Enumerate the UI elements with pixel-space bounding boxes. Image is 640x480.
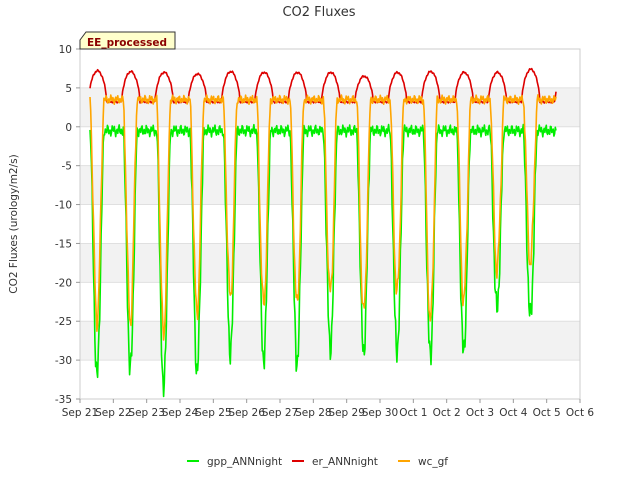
y-tick-label: 5 xyxy=(65,83,72,95)
y-tick-label: -5 xyxy=(62,161,72,173)
x-tick-label: Sep 28 xyxy=(295,407,332,419)
x-tick-label: Sep 27 xyxy=(262,407,299,419)
background-band xyxy=(80,243,580,283)
y-axis-ticks: 10 5 0 -5 -10 -15 -20 -25 -30 -35 xyxy=(55,44,80,406)
plot-frame xyxy=(79,48,581,400)
background-bands xyxy=(80,87,580,361)
x-tick-label: Oct 5 xyxy=(533,407,561,419)
legend-label-wc_gf: wc_gf xyxy=(418,456,448,468)
badge-shape xyxy=(79,31,176,50)
x-tick-label: Sep 25 xyxy=(195,407,232,419)
x-tick-label: Oct 1 xyxy=(399,407,427,419)
series-line-er_ANNnight xyxy=(89,67,557,104)
y-tick-label: -15 xyxy=(55,238,72,250)
series-layer xyxy=(89,67,557,398)
y-tick-label: -25 xyxy=(55,316,72,328)
series-line-wc_gf xyxy=(89,94,557,341)
y-tick-label: -20 xyxy=(55,277,72,289)
x-tick-label: Oct 6 xyxy=(566,407,594,419)
x-tick-label: Oct 3 xyxy=(466,407,494,419)
background-band xyxy=(80,87,580,127)
y-tick-label: 10 xyxy=(59,44,72,56)
x-tick-label: Sep 26 xyxy=(228,407,265,419)
y-tick-label: -10 xyxy=(55,200,72,212)
x-tick-label: Sep 30 xyxy=(362,407,399,419)
badge-text: EE_processed xyxy=(87,37,167,49)
series-line-gpp_ANNnight xyxy=(89,123,557,398)
y-tick-label: -30 xyxy=(55,355,72,367)
legend: gpp_ANNnight er_ANNnight wc_gf xyxy=(187,456,448,468)
y-axis-label: CO2 Fluxes (urology/m2/s) xyxy=(8,154,20,293)
background-band xyxy=(80,165,580,205)
x-tick-label: Oct 2 xyxy=(433,407,461,419)
chart-title: CO2 Fluxes xyxy=(282,5,355,20)
x-tick-label: Sep 21 xyxy=(62,407,99,419)
x-tick-label: Sep 24 xyxy=(162,407,199,419)
x-tick-label: Sep 22 xyxy=(95,407,132,419)
y-tick-label: 0 xyxy=(65,122,72,134)
x-tick-label: Sep 23 xyxy=(128,407,165,419)
x-tick-label: Sep 29 xyxy=(328,407,365,419)
legend-label-gpp_ANNnight: gpp_ANNnight xyxy=(207,456,282,468)
legend-label-er_ANNnight: er_ANNnight xyxy=(312,456,378,468)
y-tick-label: -35 xyxy=(55,394,72,406)
ee-processed-badge: EE_processed xyxy=(79,31,176,50)
x-tick-label: Oct 4 xyxy=(499,407,527,419)
